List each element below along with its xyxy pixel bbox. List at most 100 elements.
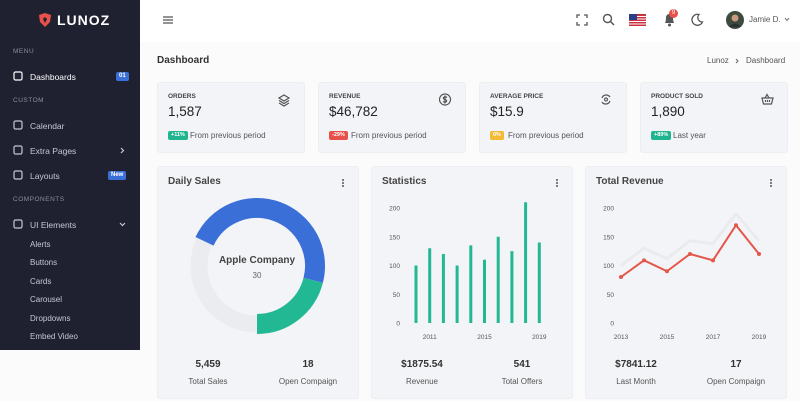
bar [428, 248, 432, 323]
chart-title: Statistics [382, 176, 427, 187]
submenu-item[interactable]: Carousel [30, 295, 63, 305]
summary-value: 17 [730, 359, 742, 370]
menu-icon [13, 120, 23, 130]
chart-card: Total Revenue 0 50 100 150 200 2013 2015 2017 201… [585, 166, 787, 399]
y-tick-label: 200 [603, 206, 614, 213]
card-menu [770, 179, 772, 187]
submenu-item[interactable]: Embed Video [30, 332, 78, 341]
chevron [119, 222, 126, 227]
sidebar: LUNOZ MENU Dashboards 01 CUSTOM Calendar Extr… [0, 0, 140, 350]
chart-card: Daily Sales Apple Company 30 5,459 Total Sal… [157, 166, 359, 399]
chart-plot: Apple Company 30 [190, 198, 325, 334]
dot [770, 179, 772, 181]
change-badge: -29% [329, 131, 348, 140]
search-button[interactable] [602, 13, 615, 26]
stat-value: 1,890 [651, 104, 685, 119]
notification-badge: 9 [669, 9, 678, 18]
icon-shape [439, 93, 452, 106]
card-menu [556, 179, 558, 187]
menu-heading: MENU [13, 48, 35, 55]
user-avatar[interactable] [726, 11, 744, 29]
line-series [620, 211, 761, 267]
stat-icon [278, 94, 291, 107]
summary-value: 18 [302, 359, 314, 370]
logo-text: LUNOZ [57, 12, 111, 28]
menu-item[interactable]: UI Elements [30, 220, 77, 230]
dot [556, 182, 558, 184]
icon-shape [13, 219, 23, 229]
icon-shape [278, 94, 291, 107]
stat-label: PRODUCT SOLD [651, 93, 703, 100]
dot [770, 182, 772, 184]
stat-card: PRODUCT SOLD 1,890 +89% Last year [640, 82, 788, 153]
donut-segment [195, 198, 325, 283]
user-caret[interactable] [784, 17, 790, 22]
chart-plot: 0 50 100 150 200 2013 2015 2017 2019 [603, 206, 766, 342]
breadcrumb-link[interactable]: Lunoz [707, 56, 729, 65]
bar [537, 242, 541, 323]
dot [556, 185, 558, 187]
line-point [688, 252, 692, 256]
bar [414, 265, 418, 323]
menu-icon [13, 219, 23, 229]
bar [455, 265, 459, 323]
language-flag[interactable] [629, 14, 646, 26]
dot [342, 185, 344, 187]
summary-label: Revenue [405, 377, 439, 386]
topbar: 9 Jamie D. [140, 0, 800, 42]
x-tick-label: 2011 [423, 334, 437, 341]
y-tick-label: 0 [610, 321, 614, 328]
chart-plot: 0 50 100 150 200 2011 2015 2019 [389, 202, 547, 341]
y-tick-label: 100 [389, 263, 400, 270]
y-tick-label: 50 [393, 292, 401, 299]
summary-value: 541 [513, 359, 531, 370]
line-point [734, 223, 738, 228]
menu-badge: 01 [116, 72, 129, 81]
x-tick-label: 2013 [614, 334, 629, 341]
x-tick-label: 2017 [706, 334, 721, 341]
y-tick-label: 150 [389, 234, 400, 241]
bar [483, 259, 486, 323]
menu-toggle[interactable] [162, 14, 174, 26]
fullscreen-button[interactable] [576, 14, 588, 26]
menu-item[interactable]: Dashboards [30, 72, 76, 82]
summary-label: Total Offers [501, 377, 543, 386]
breadcrumb-separator [735, 58, 739, 64]
dot [342, 179, 344, 181]
line-point [757, 252, 761, 256]
menu-item[interactable]: Layouts [30, 171, 60, 181]
donut-segment [190, 237, 258, 333]
bar [496, 236, 500, 323]
icon-shape [13, 71, 23, 81]
summary-label: Total Sales [188, 377, 228, 386]
menu-item[interactable]: Calendar [30, 121, 65, 131]
stat-icon [601, 94, 611, 105]
submenu-item[interactable]: Cards [30, 276, 52, 286]
summary-label: Open Compaign [706, 377, 766, 386]
summary-label: Open Compaign [278, 377, 338, 386]
y-tick-label: 0 [396, 321, 400, 328]
y-tick-label: 150 [603, 234, 614, 241]
stat-card: AVERAGE PRICE $15.9 0% From previous period [479, 82, 627, 153]
logo-icon [39, 13, 51, 27]
user-name[interactable]: Jamie D. [749, 15, 781, 24]
stat-label: ORDERS [168, 93, 196, 100]
submenu-item[interactable]: Alerts [30, 240, 51, 249]
icon-shape [13, 145, 23, 155]
bar [441, 254, 445, 323]
menu-item[interactable]: Extra Pages [30, 146, 77, 156]
stat-label: REVENUE [329, 93, 361, 100]
theme-toggle[interactable] [691, 13, 704, 26]
chart-title: Total Revenue [596, 176, 664, 187]
submenu-item[interactable]: Dropdowns [30, 313, 71, 323]
x-tick-label: 2015 [660, 334, 675, 341]
stat-card: ORDERS 1,587 +11% From previous period [157, 82, 305, 153]
dot [342, 182, 344, 184]
submenu-item[interactable]: Buttons [30, 258, 58, 268]
menu-icon [13, 145, 23, 155]
bar [469, 245, 473, 323]
stat-icon [761, 93, 774, 105]
line-point [619, 275, 623, 279]
stat-note: Last year [673, 131, 706, 140]
